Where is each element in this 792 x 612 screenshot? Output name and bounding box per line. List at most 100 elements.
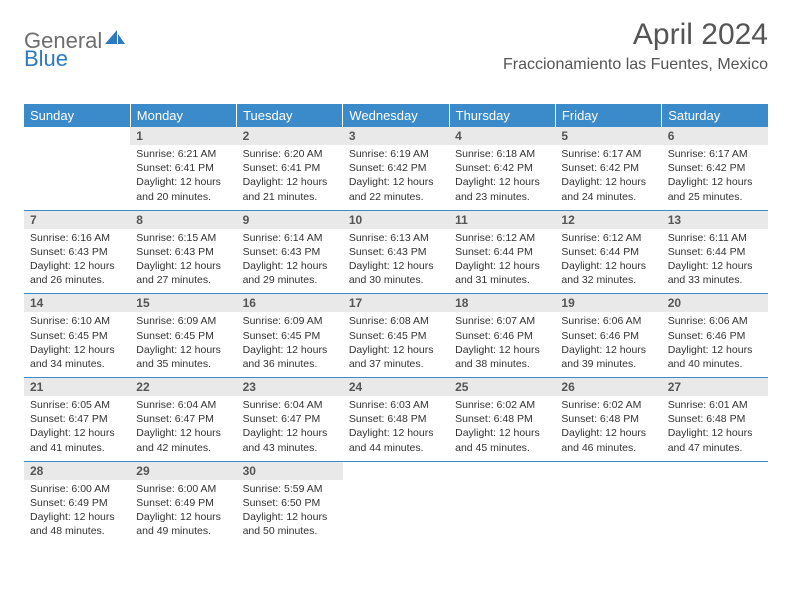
day-number: 29 [130, 462, 236, 480]
month-title: April 2024 [503, 18, 768, 52]
day-details: Sunrise: 6:09 AMSunset: 6:45 PMDaylight:… [237, 312, 343, 377]
day-number: 27 [662, 378, 768, 396]
day-number [555, 462, 661, 479]
day-details: Sunrise: 6:02 AMSunset: 6:48 PMDaylight:… [555, 396, 661, 461]
sunset-text: Sunset: 6:48 PM [561, 412, 655, 426]
calendar-day-cell: 18Sunrise: 6:07 AMSunset: 6:46 PMDayligh… [449, 294, 555, 378]
sunset-text: Sunset: 6:42 PM [668, 161, 762, 175]
calendar-day-cell [449, 461, 555, 544]
sunset-text: Sunset: 6:42 PM [561, 161, 655, 175]
day-number: 9 [237, 211, 343, 229]
day-details: Sunrise: 6:08 AMSunset: 6:45 PMDaylight:… [343, 312, 449, 377]
sunrise-text: Sunrise: 6:05 AM [30, 398, 124, 412]
calendar-day-cell: 28Sunrise: 6:00 AMSunset: 6:49 PMDayligh… [24, 461, 130, 544]
calendar-day-cell: 20Sunrise: 6:06 AMSunset: 6:46 PMDayligh… [662, 294, 768, 378]
day-number: 21 [24, 378, 130, 396]
daylight-text: Daylight: 12 hours and 37 minutes. [349, 343, 443, 371]
day-details: Sunrise: 6:11 AMSunset: 6:44 PMDaylight:… [662, 229, 768, 294]
day-number [662, 462, 768, 479]
daylight-text: Daylight: 12 hours and 43 minutes. [243, 426, 337, 454]
weekday-header: Saturday [662, 104, 768, 127]
sunset-text: Sunset: 6:43 PM [136, 245, 230, 259]
calendar-day-cell: 7Sunrise: 6:16 AMSunset: 6:43 PMDaylight… [24, 210, 130, 294]
calendar-day-cell: 4Sunrise: 6:18 AMSunset: 6:42 PMDaylight… [449, 127, 555, 210]
brand-text-part2: Blue [24, 46, 68, 71]
sunset-text: Sunset: 6:45 PM [349, 329, 443, 343]
day-number: 28 [24, 462, 130, 480]
weekday-header: Tuesday [237, 104, 343, 127]
daylight-text: Daylight: 12 hours and 31 minutes. [455, 259, 549, 287]
daylight-text: Daylight: 12 hours and 50 minutes. [243, 510, 337, 538]
day-details: Sunrise: 6:07 AMSunset: 6:46 PMDaylight:… [449, 312, 555, 377]
day-number: 10 [343, 211, 449, 229]
sunrise-text: Sunrise: 6:20 AM [243, 147, 337, 161]
day-details: Sunrise: 6:14 AMSunset: 6:43 PMDaylight:… [237, 229, 343, 294]
sunrise-text: Sunrise: 6:11 AM [668, 231, 762, 245]
sunrise-text: Sunrise: 6:15 AM [136, 231, 230, 245]
sunrise-text: Sunrise: 6:09 AM [136, 314, 230, 328]
day-number: 2 [237, 127, 343, 145]
sunset-text: Sunset: 6:50 PM [243, 496, 337, 510]
sunset-text: Sunset: 6:45 PM [243, 329, 337, 343]
day-number: 25 [449, 378, 555, 396]
day-details: Sunrise: 6:12 AMSunset: 6:44 PMDaylight:… [449, 229, 555, 294]
day-details: Sunrise: 6:18 AMSunset: 6:42 PMDaylight:… [449, 145, 555, 210]
calendar-day-cell: 5Sunrise: 6:17 AMSunset: 6:42 PMDaylight… [555, 127, 661, 210]
day-details: Sunrise: 6:16 AMSunset: 6:43 PMDaylight:… [24, 229, 130, 294]
day-number: 30 [237, 462, 343, 480]
weekday-header: Thursday [449, 104, 555, 127]
sunrise-text: Sunrise: 6:00 AM [136, 482, 230, 496]
day-details: Sunrise: 6:02 AMSunset: 6:48 PMDaylight:… [449, 396, 555, 461]
calendar-day-cell [343, 461, 449, 544]
brand-sail-icon [105, 30, 125, 53]
sunrise-text: Sunrise: 6:18 AM [455, 147, 549, 161]
calendar-day-cell: 9Sunrise: 6:14 AMSunset: 6:43 PMDaylight… [237, 210, 343, 294]
sunrise-text: Sunrise: 6:04 AM [136, 398, 230, 412]
day-number: 23 [237, 378, 343, 396]
daylight-text: Daylight: 12 hours and 25 minutes. [668, 175, 762, 203]
daylight-text: Daylight: 12 hours and 38 minutes. [455, 343, 549, 371]
day-details [343, 479, 449, 537]
calendar-day-cell: 17Sunrise: 6:08 AMSunset: 6:45 PMDayligh… [343, 294, 449, 378]
day-details: Sunrise: 6:10 AMSunset: 6:45 PMDaylight:… [24, 312, 130, 377]
page: General April 2024 Fraccionamiento las F… [0, 0, 792, 562]
daylight-text: Daylight: 12 hours and 26 minutes. [30, 259, 124, 287]
day-details: Sunrise: 6:01 AMSunset: 6:48 PMDaylight:… [662, 396, 768, 461]
sunset-text: Sunset: 6:41 PM [136, 161, 230, 175]
calendar-day-cell: 15Sunrise: 6:09 AMSunset: 6:45 PMDayligh… [130, 294, 236, 378]
day-number [449, 462, 555, 479]
sunrise-text: Sunrise: 6:10 AM [30, 314, 124, 328]
weekday-header: Monday [130, 104, 236, 127]
sunrise-text: Sunrise: 6:04 AM [243, 398, 337, 412]
daylight-text: Daylight: 12 hours and 30 minutes. [349, 259, 443, 287]
daylight-text: Daylight: 12 hours and 20 minutes. [136, 175, 230, 203]
day-details: Sunrise: 6:04 AMSunset: 6:47 PMDaylight:… [130, 396, 236, 461]
day-details [662, 479, 768, 537]
day-number: 8 [130, 211, 236, 229]
day-details: Sunrise: 6:04 AMSunset: 6:47 PMDaylight:… [237, 396, 343, 461]
daylight-text: Daylight: 12 hours and 48 minutes. [30, 510, 124, 538]
calendar-body: 1Sunrise: 6:21 AMSunset: 6:41 PMDaylight… [24, 127, 768, 544]
sunset-text: Sunset: 6:44 PM [455, 245, 549, 259]
day-number: 14 [24, 294, 130, 312]
sunrise-text: Sunrise: 6:02 AM [455, 398, 549, 412]
sunrise-text: Sunrise: 6:06 AM [561, 314, 655, 328]
calendar-day-cell: 22Sunrise: 6:04 AMSunset: 6:47 PMDayligh… [130, 378, 236, 462]
sunrise-text: Sunrise: 6:17 AM [561, 147, 655, 161]
sunrise-text: Sunrise: 6:02 AM [561, 398, 655, 412]
calendar-day-cell: 2Sunrise: 6:20 AMSunset: 6:41 PMDaylight… [237, 127, 343, 210]
daylight-text: Daylight: 12 hours and 21 minutes. [243, 175, 337, 203]
daylight-text: Daylight: 12 hours and 27 minutes. [136, 259, 230, 287]
day-details: Sunrise: 5:59 AMSunset: 6:50 PMDaylight:… [237, 480, 343, 545]
daylight-text: Daylight: 12 hours and 29 minutes. [243, 259, 337, 287]
weekday-header: Wednesday [343, 104, 449, 127]
day-number: 16 [237, 294, 343, 312]
sunset-text: Sunset: 6:45 PM [30, 329, 124, 343]
sunset-text: Sunset: 6:48 PM [455, 412, 549, 426]
daylight-text: Daylight: 12 hours and 33 minutes. [668, 259, 762, 287]
day-number: 5 [555, 127, 661, 145]
day-number: 18 [449, 294, 555, 312]
sunrise-text: Sunrise: 6:00 AM [30, 482, 124, 496]
sunrise-text: Sunrise: 6:17 AM [668, 147, 762, 161]
day-details [24, 144, 130, 202]
